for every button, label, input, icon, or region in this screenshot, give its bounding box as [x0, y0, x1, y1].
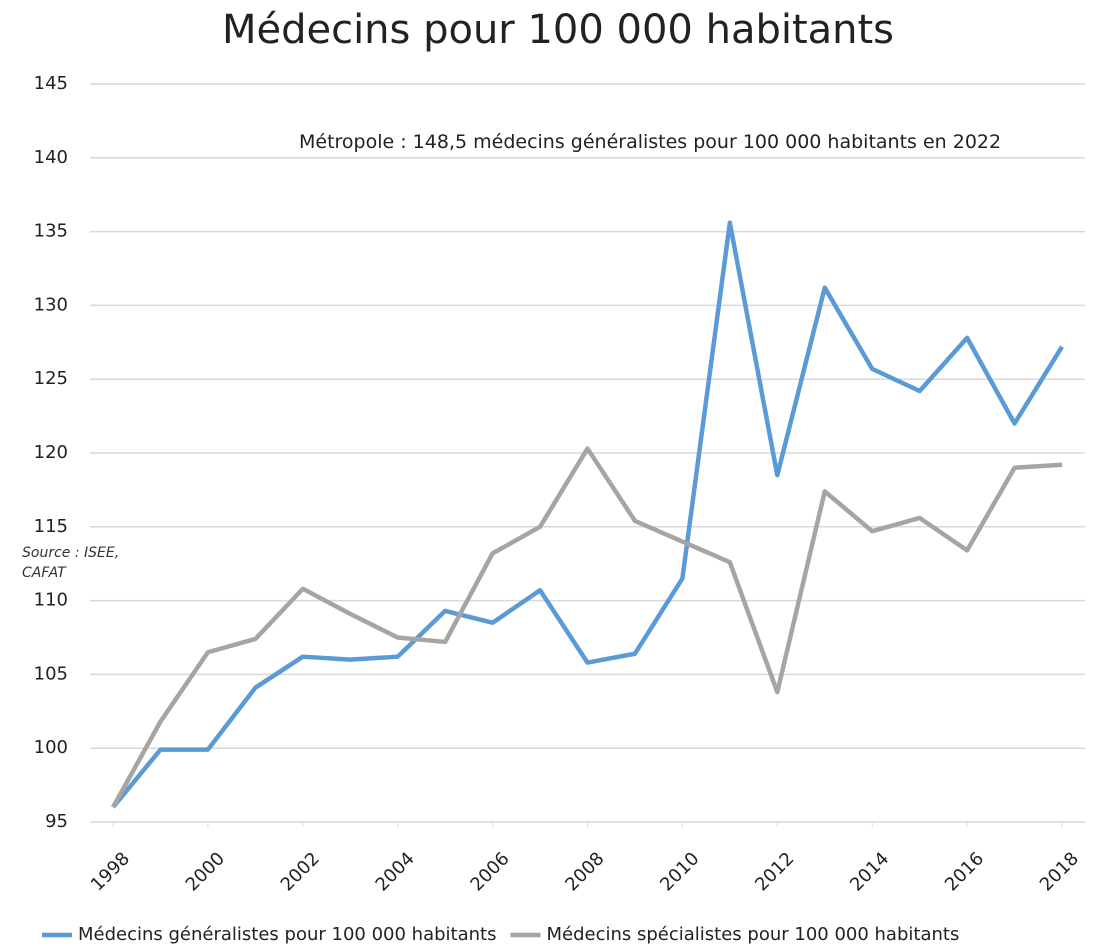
x-tick-label: 2012: [751, 848, 798, 895]
y-tick-label: 140: [34, 147, 68, 168]
y-tick-label: 105: [34, 663, 68, 684]
chart-title: Médecins pour 100 000 habitants: [222, 7, 894, 53]
y-tick-label: 135: [34, 221, 68, 242]
x-tick-label: 2002: [277, 848, 324, 895]
y-tick-label: 125: [34, 368, 68, 389]
x-tick-label: 2018: [1036, 848, 1083, 895]
y-tick-label: 130: [34, 294, 68, 315]
x-tick-label: 2004: [372, 848, 419, 895]
x-tick-label: 2016: [941, 848, 988, 895]
source-note: Source : ISEE, CAFAT: [22, 545, 120, 581]
series-line: [111, 446, 1063, 809]
annotation: Métropole : 148,5 médecins généralistes …: [299, 131, 1002, 153]
y-tick-label: 110: [34, 590, 68, 611]
x-tick-label: 1998: [87, 848, 134, 895]
x-tick-label: 2010: [656, 848, 703, 895]
legend-label: Médecins généralistes pour 100 000 habit…: [78, 924, 496, 945]
series-line: [111, 220, 1064, 809]
x-tick-label: 2008: [561, 848, 608, 895]
x-tick-label: 2000: [182, 848, 229, 895]
legend-label: Médecins spécialistes pour 100 000 habit…: [546, 924, 959, 945]
x-tick-label: 2014: [846, 848, 893, 895]
x-tick-label: 2006: [466, 848, 513, 895]
y-tick-label: 95: [45, 811, 68, 832]
y-tick-label: 115: [34, 516, 68, 537]
y-tick-label: 120: [34, 442, 68, 463]
y-tick-label: 145: [34, 73, 68, 94]
y-tick-label: 100: [34, 737, 68, 758]
